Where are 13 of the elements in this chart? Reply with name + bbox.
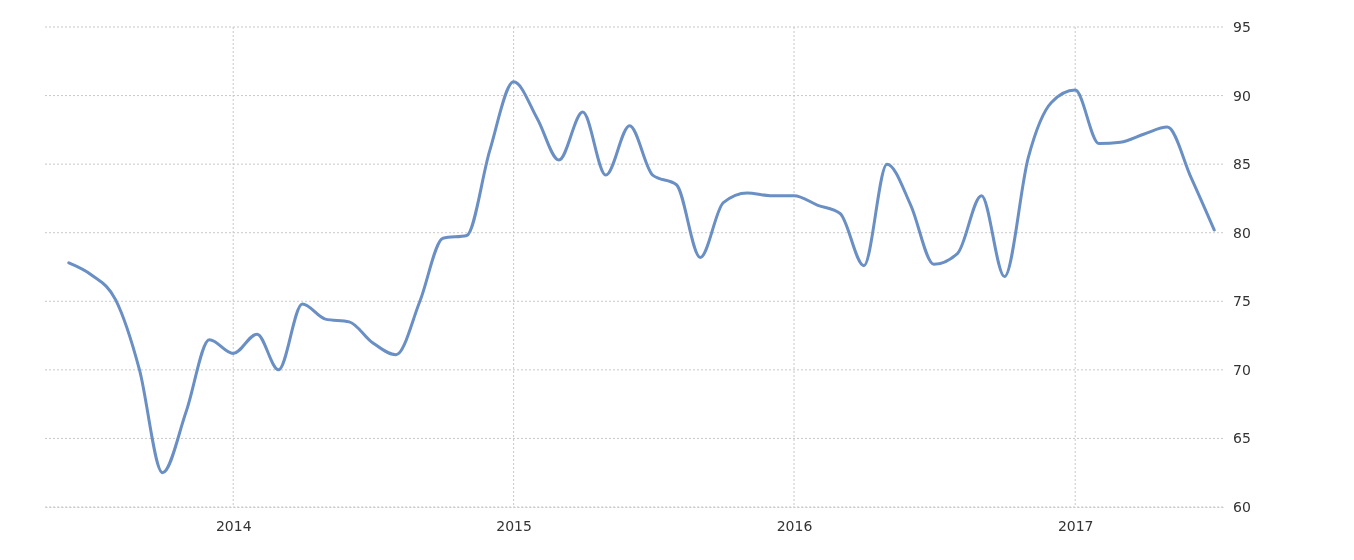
- x-tick-label: 2015: [496, 517, 532, 534]
- x-tick-label: 2016: [776, 517, 813, 534]
- y-tick-label: 65: [1233, 430, 1251, 447]
- line-series: [67, 80, 1216, 475]
- y-tick-label: 85: [1233, 156, 1251, 173]
- y-tick-label: 75: [1233, 293, 1251, 310]
- y-tick-label: 90: [1233, 87, 1251, 104]
- x-tick-label: 2014: [215, 517, 252, 534]
- y-tick-label: 95: [1233, 18, 1251, 35]
- y-tick-label: 80: [1233, 224, 1251, 241]
- y-tick-label: 60: [1233, 498, 1251, 515]
- y-tick-label: 70: [1233, 361, 1251, 378]
- x-tick-label: 2017: [1057, 517, 1094, 534]
